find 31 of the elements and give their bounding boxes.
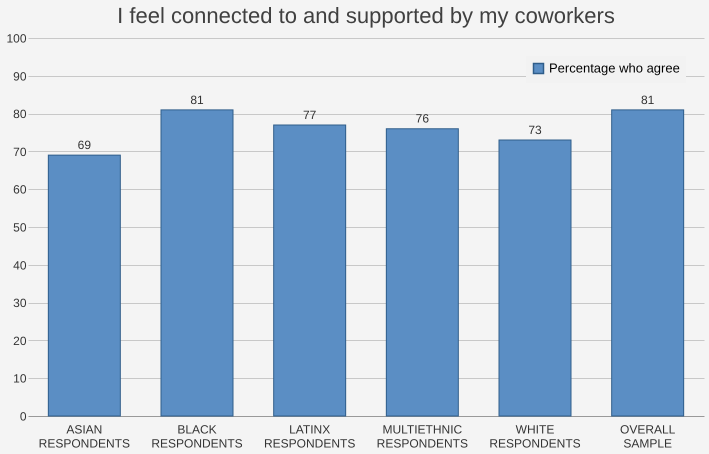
x-tick-label: BLACK RESPONDENTS [151,422,243,450]
y-tick-label: 80 [13,107,27,122]
x-tick-label: LATINX RESPONDENTS [264,422,356,450]
y-tick-label: 70 [13,144,27,159]
bar [498,140,572,416]
bar [48,154,121,416]
data-label: 77 [302,108,317,122]
bar [611,109,684,416]
y-tick-label: 60 [13,182,27,197]
x-tick-label: OVERALL SAMPLE [620,422,676,450]
x-tick-label: WHITE RESPONDENTS [489,422,581,450]
chart-title: I feel connected to and supported by my coworkers [117,3,615,28]
bar [273,124,346,416]
data-label: 73 [528,123,542,138]
data-label: 69 [78,138,92,152]
legend-label: Percentage who agree [549,60,680,76]
y-tick-label: 50 [13,220,27,234]
data-label: 81 [190,92,204,107]
x-tick-label: MULTIETHNIC RESPONDENTS [376,422,468,450]
bar [160,109,234,416]
data-label: 76 [416,112,430,126]
bar [386,128,459,416]
x-tick-label: ASIAN RESPONDENTS [38,422,130,450]
y-tick-label: 20 [13,334,27,348]
y-tick-label: 10 [13,372,27,386]
y-tick-label: 100 [6,32,27,46]
y-tick-label: 30 [13,296,27,310]
y-tick-label: 40 [13,258,27,272]
y-tick-label: 0 [20,410,27,424]
y-tick-label: 90 [13,69,27,84]
data-label: 81 [640,92,655,107]
